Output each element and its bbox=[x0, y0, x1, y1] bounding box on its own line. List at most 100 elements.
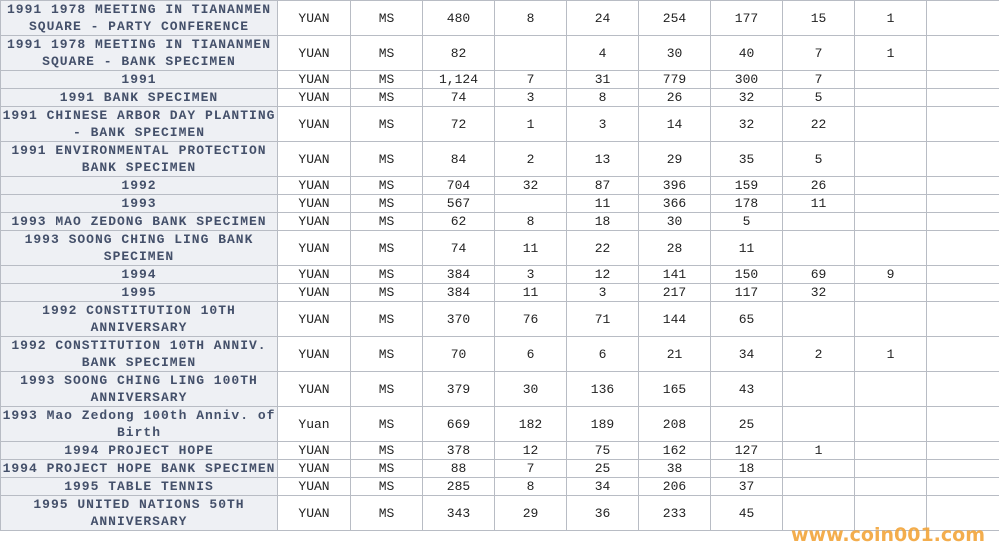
cell: 343 bbox=[422, 495, 495, 531]
item-name: 1993 bbox=[0, 194, 278, 213]
cell: MS bbox=[350, 265, 423, 284]
cell: YUAN bbox=[277, 230, 351, 266]
cell: MS bbox=[350, 301, 423, 337]
cell: 15 bbox=[782, 0, 855, 36]
cell: YUAN bbox=[277, 301, 351, 337]
cell: MS bbox=[350, 441, 423, 460]
cell: 7 bbox=[494, 70, 567, 89]
cell: 5 bbox=[710, 212, 783, 231]
cell: 29 bbox=[494, 495, 567, 531]
cell bbox=[854, 283, 927, 302]
cell: 87 bbox=[566, 176, 639, 195]
cell: 7 bbox=[782, 70, 855, 89]
cell: 178 bbox=[710, 194, 783, 213]
cell: 25 bbox=[710, 406, 783, 442]
table-row: 1995 TABLE TENNIS YUAN MS 285 8 34 206 37 bbox=[0, 477, 999, 496]
cell: 40 bbox=[710, 35, 783, 71]
table-row: 1994 PROJECT HOPE BANK SPECIMEN YUAN MS 88 7… bbox=[0, 459, 999, 478]
cell bbox=[926, 88, 999, 107]
item-name: 1994 PROJECT HOPE BANK SPECIMEN bbox=[0, 459, 278, 478]
cell: Yuan bbox=[277, 406, 351, 442]
cell bbox=[854, 459, 927, 478]
item-name: 1993 SOONG CHING LING BANK SPECIMEN bbox=[0, 230, 278, 266]
cell: MS bbox=[350, 371, 423, 407]
cell: 76 bbox=[494, 301, 567, 337]
item-name: 1993 SOONG CHING LING 100TH ANNIVERSARY bbox=[0, 371, 278, 407]
cell: MS bbox=[350, 106, 423, 142]
cell: 779 bbox=[638, 70, 711, 89]
cell: 69 bbox=[782, 265, 855, 284]
cell: YUAN bbox=[277, 283, 351, 302]
cell: YUAN bbox=[277, 0, 351, 36]
cell: 11 bbox=[494, 230, 567, 266]
cell: MS bbox=[350, 176, 423, 195]
cell: 26 bbox=[638, 88, 711, 107]
item-name: 1991 ENVIRONMENTAL PROTECTION BANK SPECI… bbox=[0, 141, 278, 177]
cell: 32 bbox=[494, 176, 567, 195]
cell: 32 bbox=[710, 106, 783, 142]
cell: MS bbox=[350, 283, 423, 302]
cell: 177 bbox=[710, 0, 783, 36]
cell: MS bbox=[350, 194, 423, 213]
table-row: 1991 BANK SPECIMEN YUAN MS 74 3 8 26 32 5 bbox=[0, 88, 999, 107]
cell: 34 bbox=[710, 336, 783, 372]
cell: 379 bbox=[422, 371, 495, 407]
cell: YUAN bbox=[277, 176, 351, 195]
cell: 3 bbox=[494, 265, 567, 284]
cell: 45 bbox=[710, 495, 783, 531]
cell: MS bbox=[350, 35, 423, 71]
table-row: 1994 PROJECT HOPE YUAN MS 378 12 75 162 127 1 bbox=[0, 441, 999, 460]
table-row: 1992 CONSTITUTION 10TH ANNIV. BANK SPECI… bbox=[0, 336, 999, 372]
cell: 32 bbox=[782, 283, 855, 302]
cell bbox=[926, 0, 999, 36]
cell: 117 bbox=[710, 283, 783, 302]
cell: 70 bbox=[422, 336, 495, 372]
cell: 3 bbox=[566, 106, 639, 142]
cell: 29 bbox=[638, 141, 711, 177]
cell: 378 bbox=[422, 441, 495, 460]
watermark: www.coin001.com bbox=[790, 524, 985, 546]
cell: 75 bbox=[566, 441, 639, 460]
cell bbox=[782, 495, 855, 531]
cell: YUAN bbox=[277, 495, 351, 531]
table-row: 1991 1978 MEETING IN TIANANMEN SQUARE - … bbox=[0, 0, 999, 36]
cell: MS bbox=[350, 230, 423, 266]
cell: YUAN bbox=[277, 141, 351, 177]
cell: YUAN bbox=[277, 88, 351, 107]
cell: YUAN bbox=[277, 265, 351, 284]
cell: 84 bbox=[422, 141, 495, 177]
cell bbox=[926, 70, 999, 89]
cell: 18 bbox=[710, 459, 783, 478]
cell: 32 bbox=[710, 88, 783, 107]
cell bbox=[926, 35, 999, 71]
item-name: 1992 CONSTITUTION 10TH ANNIV. BANK SPECI… bbox=[0, 336, 278, 372]
cell: 8 bbox=[494, 212, 567, 231]
data-table: 1991 1978 MEETING IN TIANANMEN SQUARE - … bbox=[0, 0, 999, 531]
item-name: 1991 1978 MEETING IN TIANANMEN SQUARE - … bbox=[0, 35, 278, 71]
cell bbox=[926, 176, 999, 195]
cell bbox=[926, 371, 999, 407]
cell bbox=[926, 301, 999, 337]
cell bbox=[854, 495, 927, 531]
cell bbox=[926, 441, 999, 460]
cell: MS bbox=[350, 495, 423, 531]
cell: YUAN bbox=[277, 459, 351, 478]
table-row: 1991 CHINESE ARBOR DAY PLANTING - BANK S… bbox=[0, 106, 999, 142]
item-name: 1991 bbox=[0, 70, 278, 89]
cell: 480 bbox=[422, 0, 495, 36]
cell bbox=[854, 301, 927, 337]
cell: 8 bbox=[494, 0, 567, 36]
item-name: 1993 MAO ZEDONG BANK SPECIMEN bbox=[0, 212, 278, 231]
cell: 82 bbox=[422, 35, 495, 71]
cell: 28 bbox=[638, 230, 711, 266]
cell: 567 bbox=[422, 194, 495, 213]
cell: 165 bbox=[638, 371, 711, 407]
cell: 72 bbox=[422, 106, 495, 142]
cell bbox=[926, 141, 999, 177]
item-name: 1991 BANK SPECIMEN bbox=[0, 88, 278, 107]
cell: 8 bbox=[494, 477, 567, 496]
cell: 396 bbox=[638, 176, 711, 195]
cell bbox=[494, 194, 567, 213]
cell: 1,124 bbox=[422, 70, 495, 89]
